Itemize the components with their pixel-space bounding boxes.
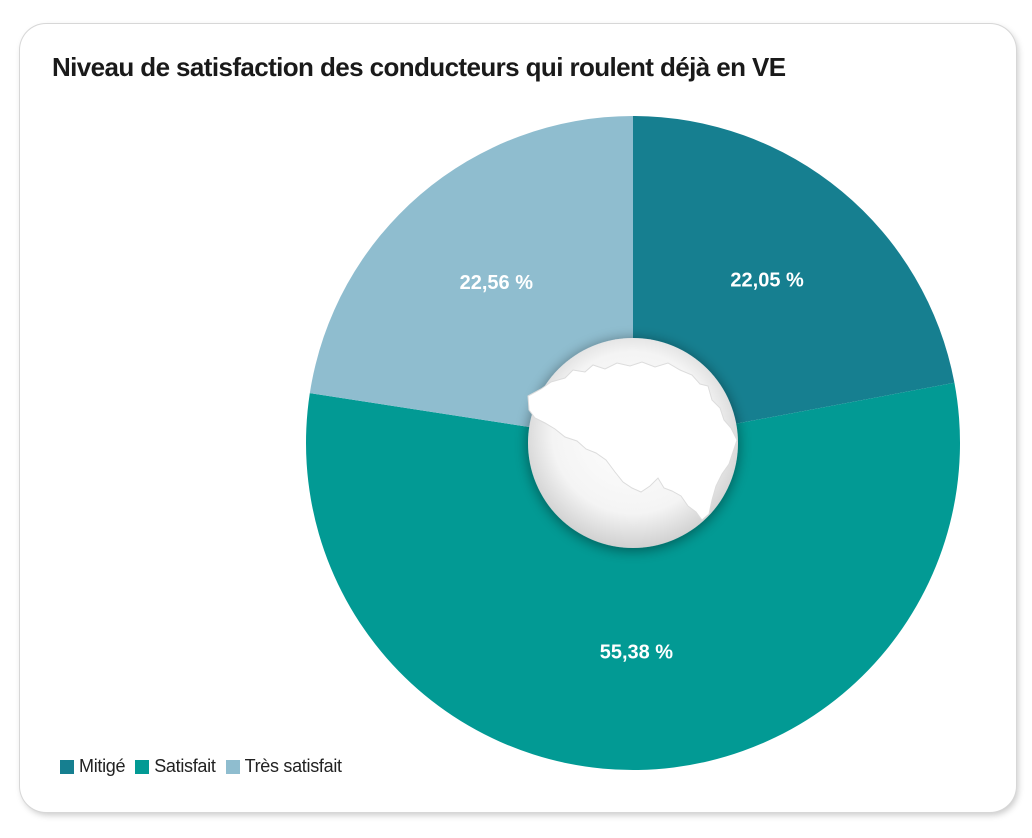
chart-title: Niveau de satisfaction des conducteurs q…	[52, 52, 786, 82]
legend-label: Mitigé	[79, 756, 126, 776]
legend-label: Satisfait	[154, 756, 216, 776]
legend-item-mitige: Mitigé	[60, 756, 126, 777]
legend-swatch	[135, 759, 150, 774]
slice-label-satisfait: 55,38 %	[600, 641, 674, 663]
legend-swatch	[225, 759, 240, 774]
legend-label: Très satisfait	[244, 756, 342, 776]
legend-item-tres-satisfait: Très satisfait	[225, 756, 342, 777]
chart-legend: Mitigé Satisfait Très satisfait	[60, 756, 352, 777]
pie-slice-satisfait	[306, 382, 961, 770]
belgium-map-icon	[527, 361, 738, 521]
pie-slice-tres-satisfait	[309, 116, 633, 443]
slice-label-tres-satisfait: 22,56 %	[460, 272, 534, 294]
slice-label-mitige: 22,05 %	[730, 270, 804, 292]
pie-slice-mitige	[633, 116, 955, 443]
legend-swatch	[60, 759, 74, 774]
legend-item-satisfait: Satisfait	[135, 756, 216, 777]
